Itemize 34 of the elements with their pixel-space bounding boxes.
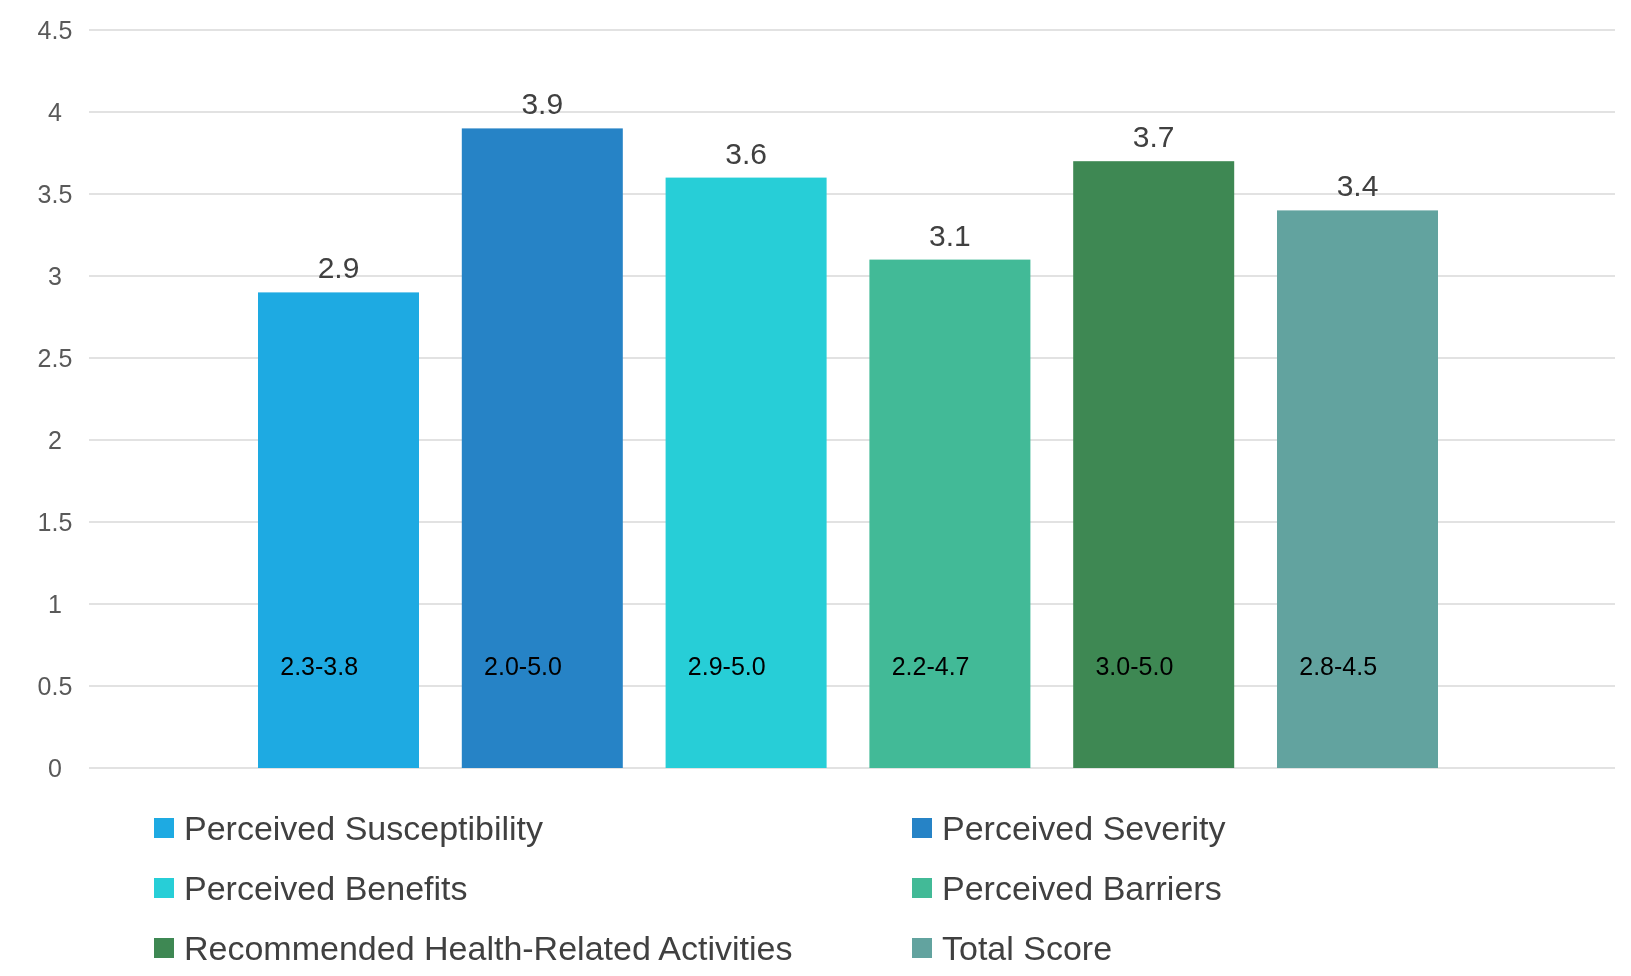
- legend-label: Perceived Benefits: [184, 868, 468, 907]
- legend-label: Perceived Barriers: [942, 868, 1222, 907]
- bar: [1277, 210, 1438, 768]
- data-label: 3.6: [725, 136, 767, 170]
- y-tick-label: 4.5: [37, 15, 73, 44]
- y-tick-label: 0.5: [37, 671, 73, 700]
- y-tick-label: 3.5: [37, 179, 73, 208]
- data-label: 2.9: [317, 251, 360, 285]
- y-tick-label: 4: [48, 97, 63, 126]
- data-label: 3.7: [1132, 120, 1175, 154]
- data-label: 3.1: [929, 218, 971, 252]
- y-tick-label: 1.5: [37, 507, 73, 536]
- bar: [869, 259, 1031, 768]
- y-tick-label: 0: [48, 753, 62, 782]
- data-label: 3.9: [521, 87, 564, 121]
- legend-label: Perceived Susceptibility: [184, 808, 544, 847]
- legend-label: Perceived Severity: [942, 808, 1226, 847]
- annotation: 2.8-4.5: [1299, 652, 1378, 681]
- bar: [461, 128, 623, 768]
- y-tick-label: 1: [48, 589, 62, 618]
- annotation: 2.3-3.8: [280, 652, 359, 681]
- y-tick-label: 3: [48, 261, 62, 290]
- legend-label: Recommended Health-Related Activities: [184, 928, 793, 967]
- y-tick-label: 2: [48, 425, 62, 454]
- legend-label: Total Score: [942, 928, 1113, 967]
- annotation: 2.9-5.0: [687, 652, 766, 681]
- annotation: 2.2-4.7: [891, 652, 970, 681]
- bar: [665, 177, 827, 768]
- bar: [258, 292, 419, 768]
- bar: [1073, 161, 1235, 768]
- y-tick-label: 2.5: [37, 343, 73, 372]
- annotation: 3.0-5.0: [1095, 652, 1174, 681]
- annotation: 2.0-5.0: [484, 652, 562, 681]
- data-label: 3.4: [1336, 169, 1379, 203]
